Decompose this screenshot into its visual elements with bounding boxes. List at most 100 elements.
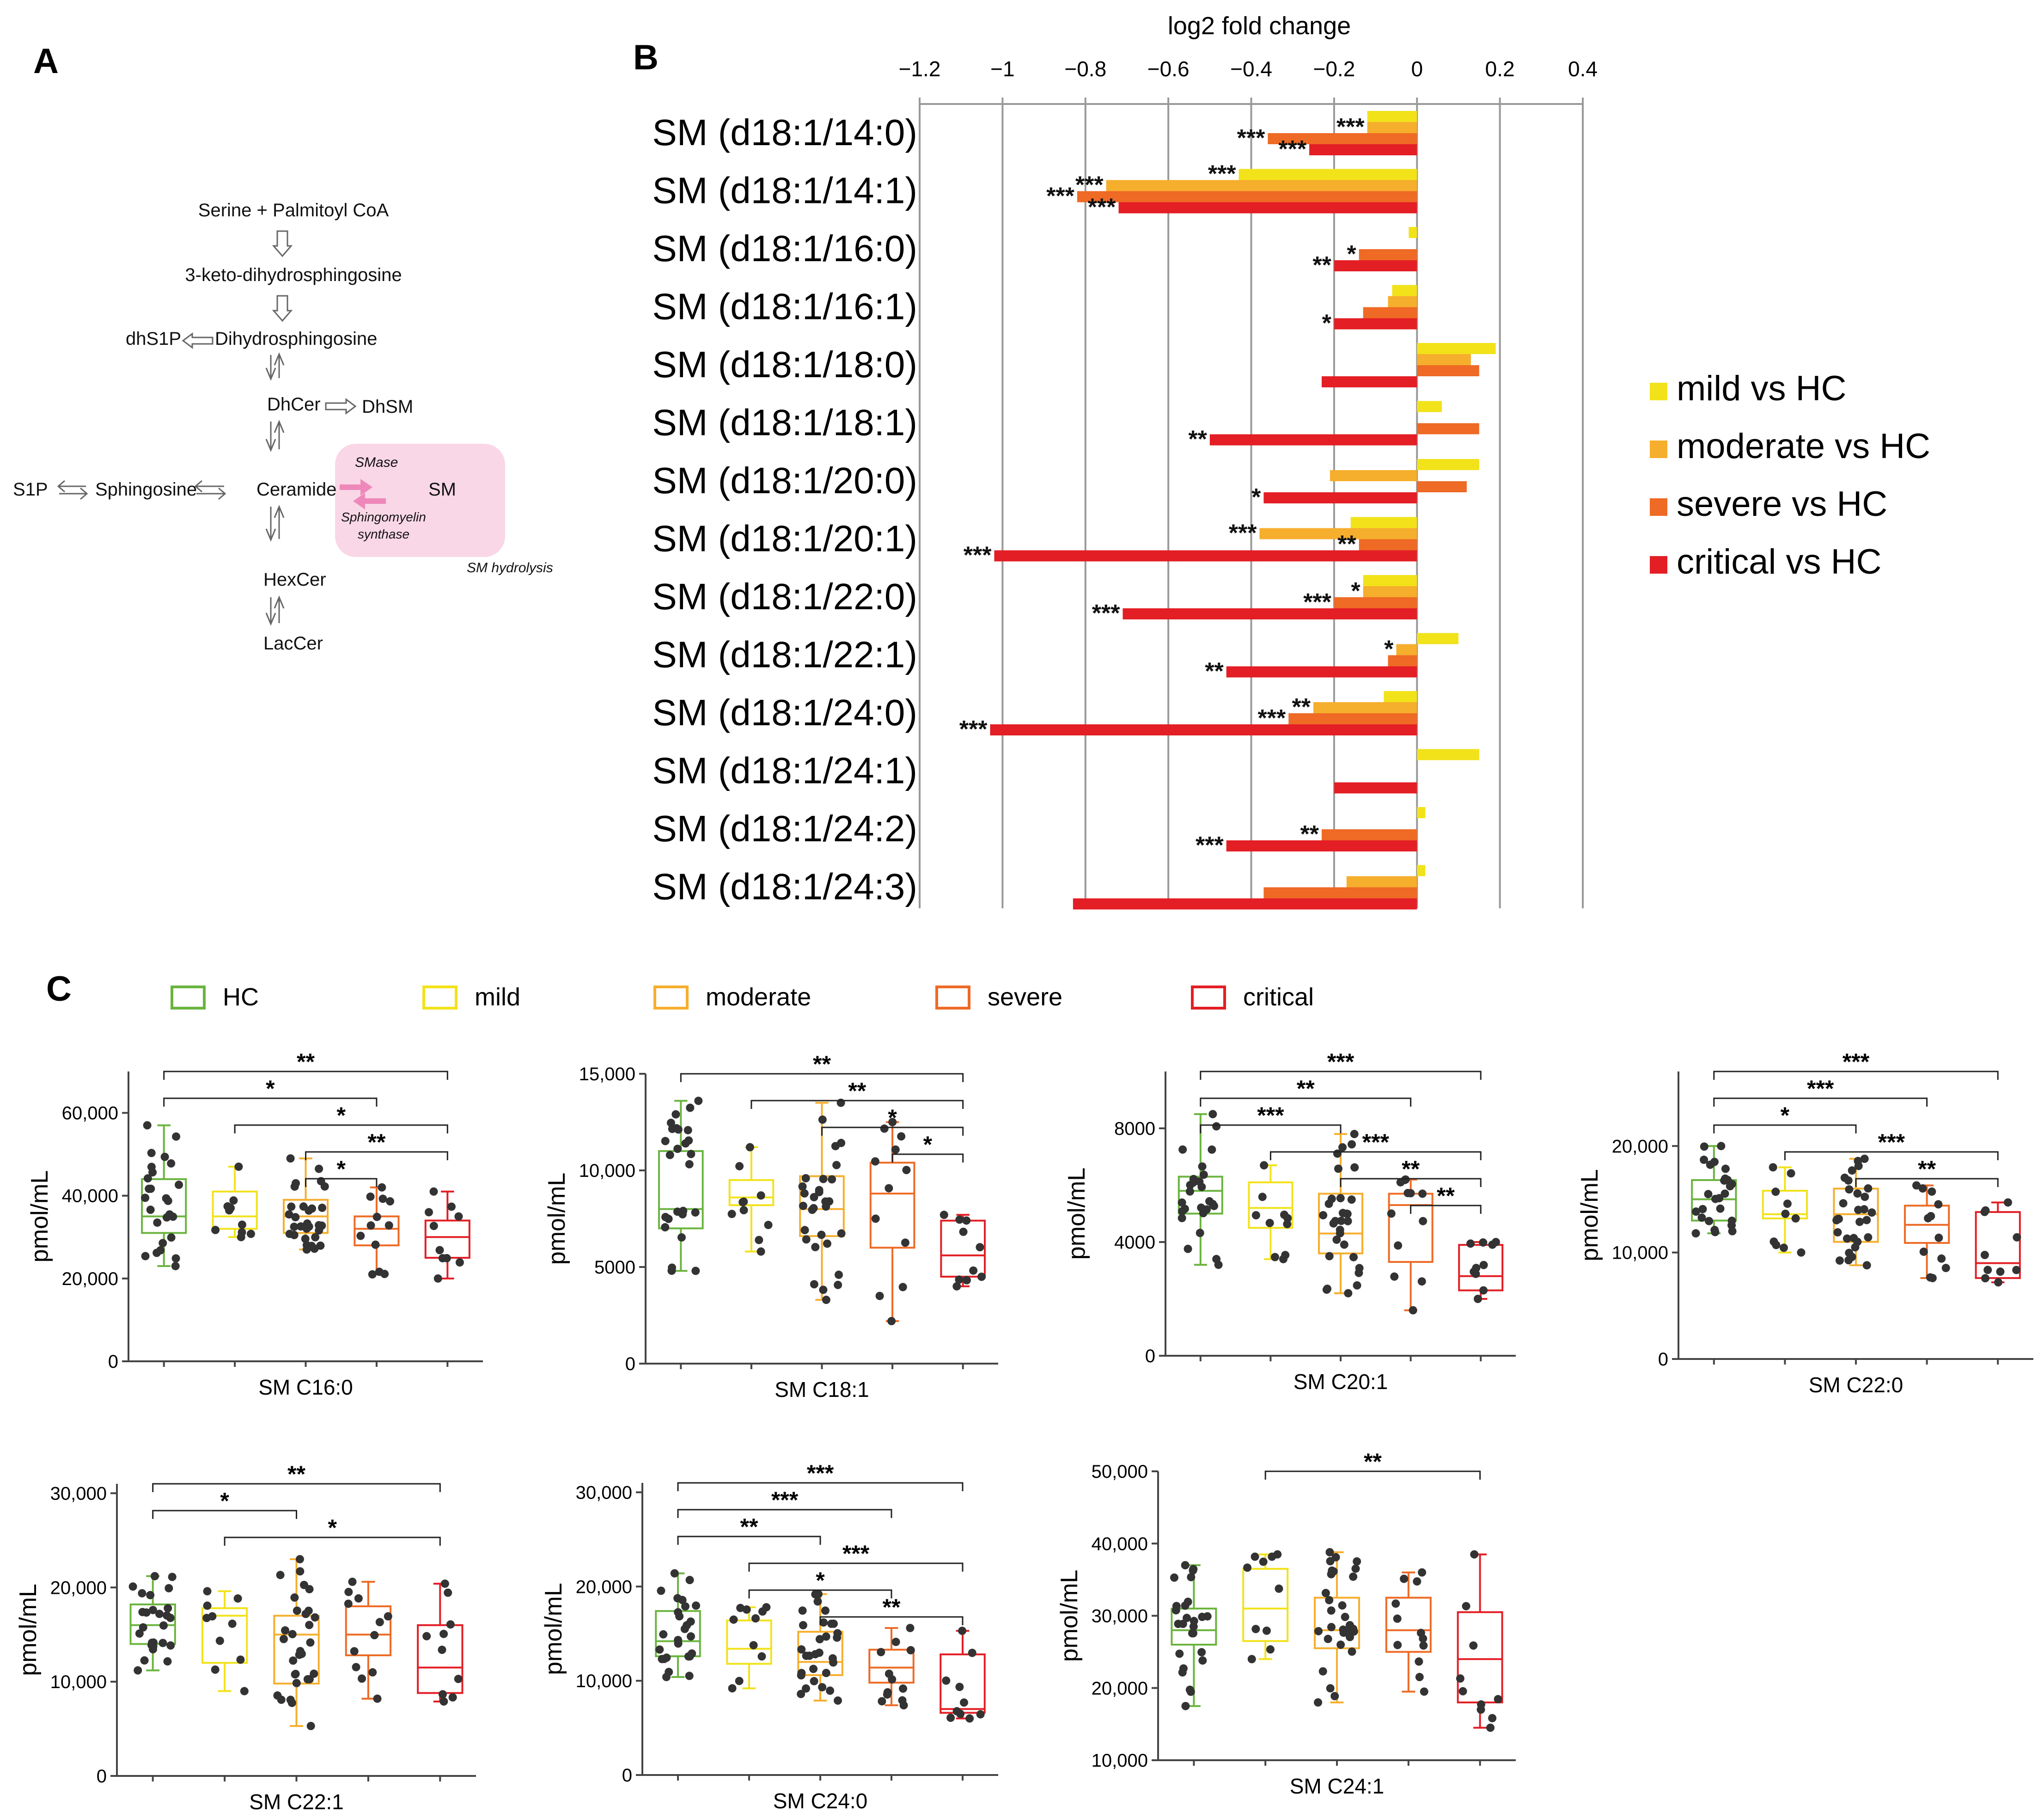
data-point [878, 1697, 886, 1706]
data-point [168, 1573, 177, 1581]
bar-moderate [1346, 876, 1417, 888]
data-point [1270, 1253, 1279, 1261]
data-point [156, 1246, 165, 1255]
data-point [1926, 1273, 1934, 1282]
data-point [162, 1194, 171, 1203]
data-point [1787, 1169, 1795, 1178]
data-point [1198, 1656, 1207, 1665]
data-point [962, 1216, 971, 1225]
data-point [1941, 1264, 1950, 1273]
enzyme-synthase-line2: synthase [358, 527, 409, 541]
fold-change-category-labels: SM (d18:1/14:0) SM (d18:1/14:1) SM (d18:1/… [652, 112, 917, 907]
data-point [797, 1645, 806, 1654]
data-point [1181, 1702, 1190, 1710]
data-point [1721, 1164, 1730, 1173]
y-tick-label: 30,000 [576, 1482, 632, 1503]
data-point [673, 1594, 682, 1603]
data-point [665, 1151, 674, 1159]
data-point [1937, 1254, 1946, 1263]
data-point [1343, 1217, 1352, 1225]
significance-bracket [1784, 1151, 1999, 1160]
data-point [287, 1698, 296, 1707]
significance-bracket [1340, 1178, 1482, 1187]
data-point [681, 1602, 689, 1611]
x-tick-label: 0.2 [1485, 57, 1515, 81]
category-label: SM (d18:1/16:1) [652, 286, 917, 327]
significance-marker: ** [1300, 821, 1319, 848]
significance-stars: * [328, 1515, 337, 1541]
fold-change-bar-chart: log2 fold change −1.2 −1 −0.8 −0.6 −0.4 −0.2 0… [0, 12, 1930, 975]
legend-swatch-severe [1650, 498, 1667, 516]
bar-mild [1417, 633, 1458, 644]
data-point [1181, 1601, 1190, 1610]
data-point [946, 1714, 955, 1722]
y-tick-label: 4000 [1114, 1232, 1155, 1253]
significance-bracket [677, 1536, 821, 1545]
data-point [163, 1657, 172, 1666]
data-point [1323, 1285, 1332, 1293]
bar-critical [1226, 666, 1417, 678]
legend-label-moderate: moderate vs HC [1677, 427, 1930, 466]
bar-critical [1118, 202, 1417, 214]
data-point [1456, 1674, 1464, 1683]
data-point [1994, 1278, 2003, 1287]
data-point [1783, 1200, 1792, 1208]
data-point [1318, 1667, 1327, 1676]
data-point [1348, 1140, 1356, 1149]
data-point [1331, 1553, 1340, 1561]
data-point [289, 1656, 298, 1665]
bar-severe [1417, 423, 1479, 435]
category-label: SM (d18:1/24:3) [652, 866, 917, 907]
data-point [1324, 1634, 1332, 1643]
up-down-arrow-icon [270, 597, 280, 623]
sphingolipid-pathway-diagram: Serine + Palmitoyl CoA 3-keto-dihydrosph… [13, 200, 553, 654]
data-point [822, 1669, 830, 1677]
data-point [821, 1606, 830, 1615]
bar-severe [1363, 307, 1417, 318]
data-point [1195, 1177, 1204, 1186]
data-point [1198, 1162, 1207, 1171]
data-point [1479, 1286, 1488, 1295]
data-point [1704, 1190, 1713, 1199]
data-point [1403, 1188, 1412, 1197]
data-point [295, 1555, 304, 1564]
data-point [238, 1228, 246, 1237]
data-point [655, 1645, 664, 1654]
box-mild [1242, 1567, 1289, 1642]
data-point [429, 1222, 438, 1230]
data-point [810, 1193, 818, 1201]
data-point [438, 1254, 447, 1262]
significance-stars: *** [1878, 1129, 1905, 1155]
data-point [385, 1197, 394, 1206]
bar-severe [1268, 133, 1417, 144]
bar-severe [1359, 539, 1417, 551]
data-point [1927, 1212, 1935, 1220]
data-point [246, 1230, 255, 1238]
data-point [302, 1241, 311, 1249]
data-point [1854, 1157, 1862, 1165]
data-point [887, 1317, 896, 1326]
data-point [1705, 1217, 1714, 1225]
data-point [1349, 1253, 1358, 1261]
data-point [832, 1161, 841, 1169]
data-point [1691, 1207, 1700, 1216]
left-right-arrow-icon [57, 480, 88, 500]
data-point [757, 1247, 765, 1256]
synthase-arrow-icon [353, 493, 386, 509]
significance-bracket [1200, 1071, 1482, 1080]
data-point [1861, 1193, 1869, 1201]
data-point [813, 1597, 822, 1606]
y-tick-label: 5000 [594, 1257, 635, 1278]
data-point [1327, 1622, 1336, 1631]
data-point [818, 1115, 827, 1124]
bar-severe [1077, 191, 1417, 202]
data-point [1338, 1601, 1347, 1610]
significance-bracket [234, 1124, 448, 1133]
data-point [1700, 1156, 1708, 1164]
data-point [800, 1189, 809, 1198]
data-point [819, 1285, 828, 1294]
data-point [1415, 1673, 1424, 1682]
significance-marker: * [1351, 578, 1361, 605]
data-point [1845, 1185, 1854, 1194]
